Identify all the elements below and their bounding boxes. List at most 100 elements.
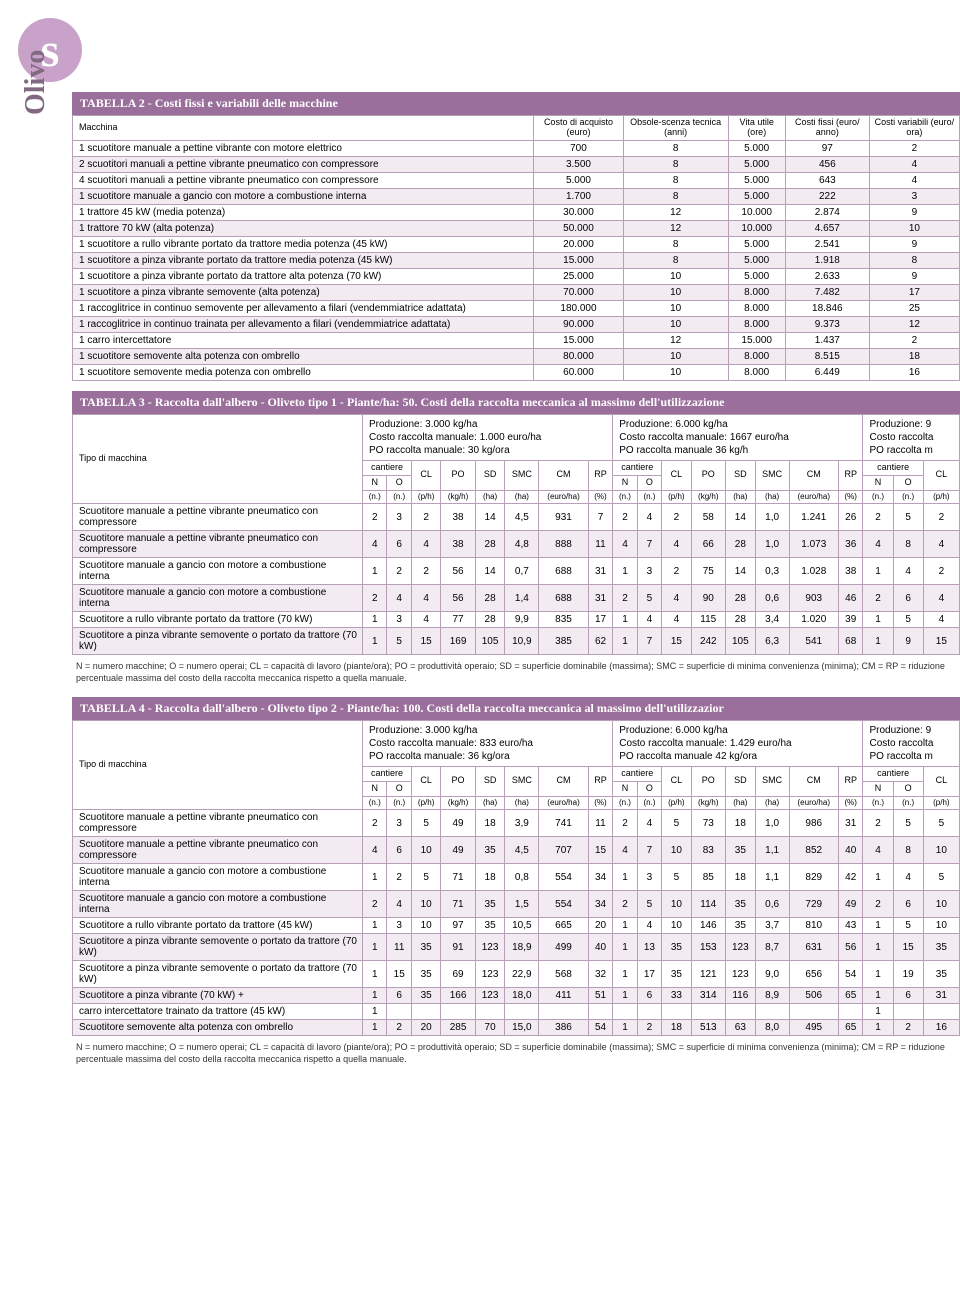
unit-header: (euro/ha) <box>789 490 838 504</box>
unit-header: (ha) <box>725 490 755 504</box>
cell: 1 <box>613 961 637 988</box>
cell: 1 <box>863 918 893 934</box>
table2-header: Costo di acquisto (euro) <box>534 116 623 141</box>
table2-header: Costi fissi (euro/ anno) <box>785 116 869 141</box>
unit-header: (%) <box>839 796 863 810</box>
cell: 4 <box>613 837 637 864</box>
cell: 541 <box>789 628 838 655</box>
cell: 20 <box>411 1020 440 1036</box>
cell: 71 <box>441 864 475 891</box>
cell: 166 <box>441 988 475 1004</box>
cell: 66 <box>691 531 725 558</box>
cell: 58 <box>691 504 725 531</box>
cell: 5 <box>637 585 661 612</box>
table-row: Scuotitore semovente alta potenza con om… <box>73 1020 960 1036</box>
cell: 15.000 <box>728 332 785 348</box>
table-row: 1 trattore 70 kW (alta potenza)50.000121… <box>73 220 960 236</box>
cell: 116 <box>725 988 755 1004</box>
cell: 25 <box>869 300 959 316</box>
cell: 554 <box>539 864 588 891</box>
cell: 6 <box>387 988 411 1004</box>
cell: 121 <box>691 961 725 988</box>
cell: 1 <box>613 612 637 628</box>
cell: 5.000 <box>728 188 785 204</box>
cell: 2 <box>613 585 637 612</box>
cell: 4 <box>923 531 959 558</box>
cell: 2 <box>923 504 959 531</box>
cell: 4 <box>411 531 440 558</box>
table-row: Scuotitore manuale a gancio con motore a… <box>73 585 960 612</box>
cell: 28 <box>725 531 755 558</box>
cell: 386 <box>539 1020 588 1036</box>
cell: 0,3 <box>755 558 789 585</box>
cell: Scuotitore manuale a gancio con motore a… <box>73 891 363 918</box>
unit-header: (n.) <box>363 490 387 504</box>
cell: 2 <box>363 504 387 531</box>
cell: 1.437 <box>785 332 869 348</box>
cell: 0,6 <box>755 891 789 918</box>
cell: 68 <box>839 628 863 655</box>
cell: 4,5 <box>505 837 539 864</box>
sub-header: RP <box>839 766 863 796</box>
cell: 7 <box>637 837 661 864</box>
cell: Scuotitore manuale a gancio con motore a… <box>73 585 363 612</box>
sub-header: PO <box>441 766 475 796</box>
cell: 1 <box>613 918 637 934</box>
group-header: Produzione: 3.000 kg/haCosto raccolta ma… <box>363 720 613 766</box>
cell: 4.657 <box>785 220 869 236</box>
cell: 10 <box>623 268 728 284</box>
unit-header: (p/h) <box>662 796 691 810</box>
cell: 829 <box>789 864 838 891</box>
cell: 2 <box>411 558 440 585</box>
unit-header: (%) <box>839 490 863 504</box>
cell: 12 <box>623 220 728 236</box>
table-row: Scuotitore a rullo vibrante portato da t… <box>73 918 960 934</box>
cell: 3 <box>387 504 411 531</box>
table-row: 1 scuotitore manuale a pettine vibrante … <box>73 140 960 156</box>
table-row: Scuotitore a rullo vibrante portato da t… <box>73 612 960 628</box>
table3-title: TABELLA 3 - Raccolta dall'albero - Olive… <box>72 391 960 414</box>
cell: 28 <box>475 585 505 612</box>
cell: 6 <box>893 891 923 918</box>
cell: 35 <box>923 961 959 988</box>
cell: 5.000 <box>728 252 785 268</box>
unit-header: (p/h) <box>662 490 691 504</box>
cell: 35 <box>923 934 959 961</box>
cell: 17 <box>637 961 661 988</box>
cell: 631 <box>789 934 838 961</box>
cell: 10 <box>869 220 959 236</box>
sub-header: SMC <box>755 460 789 490</box>
table-row: 1 scuotitore a pinza vibrante portato da… <box>73 268 960 284</box>
unit-header: (n.) <box>863 796 893 810</box>
cell: 5.000 <box>534 172 623 188</box>
cell: 2 <box>893 1020 923 1036</box>
cell: 7 <box>637 628 661 655</box>
cell: 10,5 <box>505 918 539 934</box>
unit-header: (kg/h) <box>691 490 725 504</box>
sub-header: cantiere <box>863 460 923 475</box>
cell: 105 <box>725 628 755 655</box>
cell: 10 <box>411 837 440 864</box>
cell: 91 <box>441 934 475 961</box>
cell: 12 <box>869 316 959 332</box>
cell <box>475 1004 505 1020</box>
cell: 13 <box>637 934 661 961</box>
cell: 986 <box>789 810 838 837</box>
cell: 2 <box>869 332 959 348</box>
cell: 2.541 <box>785 236 869 252</box>
sub-header: cantiere <box>613 460 662 475</box>
sub-header: O <box>387 475 411 490</box>
cell: 385 <box>539 628 588 655</box>
cell: 35 <box>725 918 755 934</box>
unit-header: (n.) <box>637 490 661 504</box>
cell: 35 <box>411 934 440 961</box>
cell: 6 <box>893 988 923 1004</box>
cell: 4 <box>662 531 691 558</box>
unit-header: (p/h) <box>923 796 959 810</box>
sub-header: CL <box>411 460 440 490</box>
cell <box>662 1004 691 1020</box>
cell: 71 <box>441 891 475 918</box>
cell: 3 <box>869 188 959 204</box>
cell: 15 <box>923 628 959 655</box>
cell: 8,7 <box>755 934 789 961</box>
